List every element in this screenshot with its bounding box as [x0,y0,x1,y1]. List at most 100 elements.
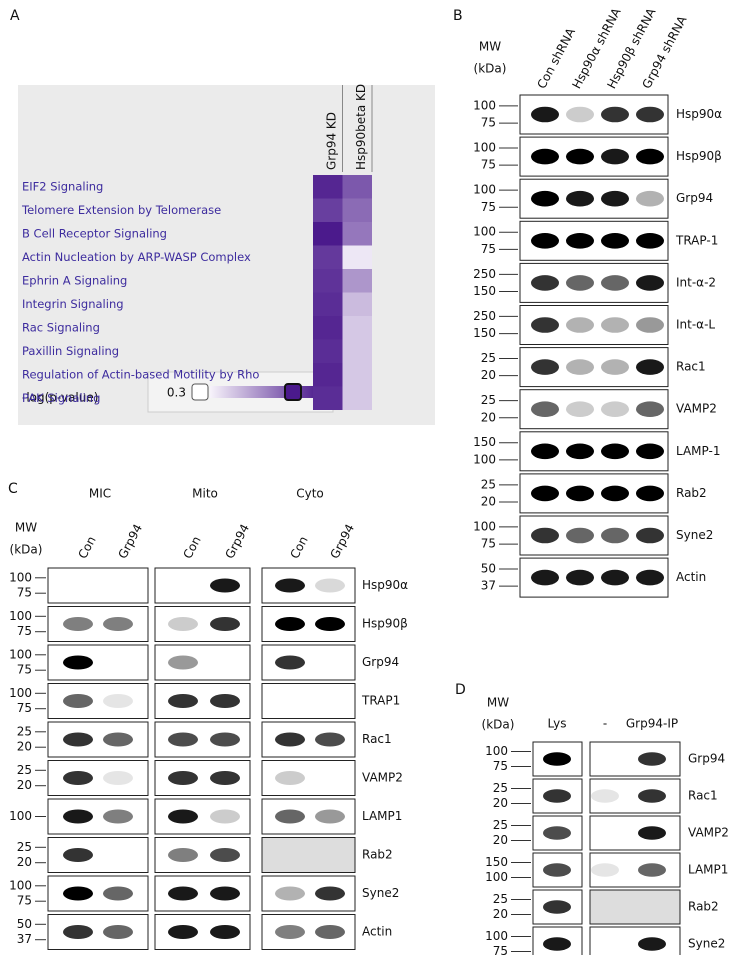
blot-box [47,760,149,796]
heat-cell [342,363,372,387]
blot-box [47,567,149,604]
mw-marker: 20 [481,368,496,382]
band [601,443,629,460]
band [638,826,666,840]
protein-name: Hsp90α [676,107,722,121]
mw-marker: 100 [473,183,496,197]
mw-marker: 25 [17,763,32,777]
blot-box [261,683,356,719]
band [315,925,345,939]
lane-label: Grp94 [115,522,145,561]
panel-label: C [8,481,18,497]
protein-name: Syne2 [688,937,725,951]
lane-label: Con [287,534,310,561]
protein-name: Rac1 [362,732,392,746]
heat-cell [342,292,372,316]
protein-name: VAMP2 [362,771,403,785]
blot-box [589,926,681,955]
band [531,233,559,249]
mw-label: MW [15,521,37,535]
band [210,848,240,862]
mw-marker: 25 [493,781,508,795]
band [601,275,629,291]
band [543,826,571,840]
protein-name: LAMP-1 [676,444,720,458]
band [566,190,594,207]
mw-marker: 100 [473,141,496,155]
protein-name: Rab2 [676,486,707,500]
row-label: Actin Nucleation by ARP-WASP Complex [22,250,251,264]
band [168,848,198,862]
heat-cell [313,339,343,363]
band [210,886,240,901]
mw-marker: 25 [17,840,32,854]
mw-marker: 75 [481,242,496,256]
mw-marker: 100 [9,609,32,623]
legend-gradient [210,386,320,398]
lane-label: Con [180,534,203,561]
protein-name: Hsp90α [362,578,408,592]
mw-marker: 100 [9,647,32,661]
protein-name: VAMP2 [688,826,729,840]
band [638,789,666,803]
band [636,443,664,460]
protein-name: Int-α-2 [676,275,716,289]
heat-cell [313,363,343,387]
band [566,233,594,249]
band [636,401,664,418]
band [63,848,93,862]
band [210,809,240,824]
mw-label: (kDa) [10,543,43,557]
band [168,809,198,824]
group-label: MIC [89,487,111,501]
band [531,359,559,375]
column-header: Grp94 KD [324,112,338,170]
band [210,694,240,708]
band [63,925,93,939]
heat-cell [342,386,372,410]
heat-cell [313,175,343,199]
mw-label: (kDa) [482,718,515,732]
band [315,886,345,901]
band [566,148,594,165]
lane-label: Lys [548,717,567,731]
band [63,655,93,670]
band [636,106,664,123]
heat-cell [313,316,343,340]
band [103,617,133,631]
band [543,789,571,803]
row-label: Regulation of Actin-based Motility by Rh… [22,367,259,381]
band [315,732,345,747]
protein-name: Grp94 [688,752,725,766]
band [566,401,594,418]
mw-marker: 20 [481,410,496,424]
protein-name: TRAP-1 [675,233,718,247]
band [566,485,594,502]
legend-handle [284,383,302,401]
blot-box [261,837,356,873]
band [638,863,666,877]
band [63,886,93,901]
lane-label: Grp94 [327,522,357,561]
mw-marker: 100 [473,225,496,239]
mw-marker: 100 [473,452,496,466]
protein-name: LAMP1 [688,863,728,877]
band [566,569,594,586]
band [566,527,594,544]
heat-cell [342,175,372,199]
lane-label: Grp94-IP [626,717,678,731]
mw-marker: 250 [473,309,496,323]
band [63,771,93,785]
band [531,106,559,123]
band [638,937,666,951]
mw-marker: 100 [485,744,508,758]
band [531,527,559,544]
mw-marker: 20 [17,740,32,754]
blot-box [261,567,356,604]
mw-marker: 20 [493,833,508,847]
row-label: PAK Signaling [22,391,100,405]
band [275,771,305,785]
mw-marker: 37 [17,932,32,946]
band [275,886,305,901]
